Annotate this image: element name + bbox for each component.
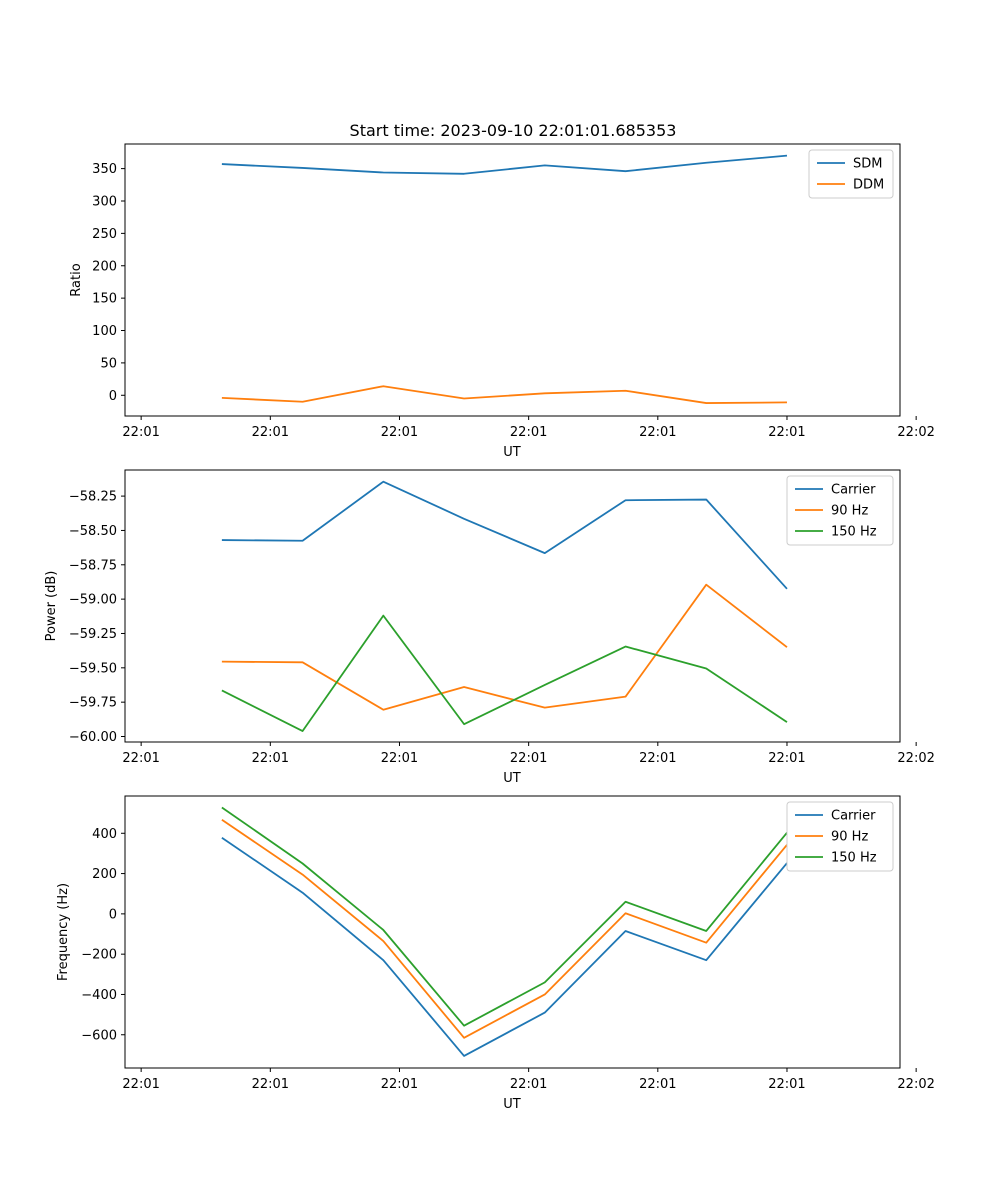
y-tick-label: 200: [92, 259, 117, 274]
y-tick-label: −58.25: [69, 490, 117, 505]
y-tick-label: −200: [81, 948, 117, 963]
y-tick-label: −58.75: [69, 558, 117, 573]
legend-label: 90 Hz: [831, 830, 868, 845]
legend-box: [808, 149, 894, 199]
axes-frame: [124, 795, 901, 1069]
legend-label: SDM: [853, 157, 882, 172]
x-axis-label: UT: [503, 771, 521, 786]
y-tick-label: −58.50: [69, 524, 117, 539]
legend-label: 150 Hz: [831, 525, 877, 540]
x-tick-label: 22:02: [897, 751, 934, 766]
y-tick-label: 0: [109, 389, 117, 404]
y-tick-label: 300: [92, 194, 117, 209]
frequency-panel: UT Frequency (Hz) 22:01 22:01 22:01 22:01 22…: [56, 795, 935, 1112]
x-tick-label: 22:01: [639, 751, 676, 766]
y-axis-label: Frequency (Hz): [56, 883, 71, 981]
legend-box: [786, 801, 894, 872]
y-tick-label: −60.00: [69, 730, 117, 745]
x-tick-label: 22:01: [510, 1077, 547, 1092]
y-tick-label: −400: [81, 988, 117, 1003]
x-tick-label: 22:01: [381, 751, 418, 766]
y-tick-label: 350: [92, 162, 117, 177]
x-tick-label: 22:01: [122, 751, 159, 766]
legend-label: Carrier: [831, 809, 876, 824]
x-axis-label: UT: [503, 1097, 521, 1112]
series-line-ddm: [221, 385, 787, 404]
y-tick-label: 50: [100, 356, 117, 371]
x-tick-label: 22:01: [639, 425, 676, 440]
y-tick-label: −59.00: [69, 593, 117, 608]
legend: SDM DDM: [808, 149, 894, 199]
y-tick-label: −600: [81, 1028, 117, 1043]
x-tick-label: 22:02: [897, 1077, 934, 1092]
y-tick-label: 400: [92, 827, 117, 842]
series-line-sdm: [221, 154, 788, 175]
x-tick-label: 22:01: [510, 751, 547, 766]
x-tick-label: 22:01: [122, 425, 159, 440]
power-panel: UT Power (dB) 22:01 22:01 22:01 22:01 22:01 2…: [44, 469, 935, 786]
x-tick-label: 22:01: [381, 1077, 418, 1092]
legend: Carrier 90 Hz 150 Hz: [786, 801, 894, 872]
x-tick-label: 22:01: [768, 1077, 805, 1092]
x-axis-label: UT: [503, 445, 521, 460]
x-tick-label: 22:01: [252, 425, 289, 440]
legend-label: DDM: [853, 178, 884, 193]
y-tick-label: −59.50: [69, 661, 117, 676]
x-tick-label: 22:01: [768, 425, 805, 440]
y-tick-label: 100: [92, 324, 117, 339]
x-tick-label: 22:01: [381, 425, 418, 440]
legend-box: [786, 475, 894, 546]
legend: Carrier 90 Hz 150 Hz: [786, 475, 894, 546]
x-tick-label: 22:01: [510, 425, 547, 440]
ratio-panel: Start time: 2023-09-10 22:01:01.685353 U…: [69, 121, 935, 460]
y-tick-label: 0: [109, 907, 117, 922]
x-tick-label: 22:02: [897, 425, 934, 440]
y-tick-label: −59.25: [69, 627, 117, 642]
y-tick-label: 250: [92, 227, 117, 242]
frequency-plot-area: 22:01 22:01 22:01 22:01 22:01 22:01 22:02 −600 −…: [81, 795, 935, 1092]
y-axis-label: Ratio: [69, 263, 84, 296]
series-line-150-hz: [221, 614, 788, 732]
x-tick-label: 22:01: [252, 1077, 289, 1092]
x-tick-label: 22:01: [252, 751, 289, 766]
legend-label: Carrier: [831, 483, 876, 498]
series-line-90-hz: [221, 819, 788, 1039]
legend-label: 90 Hz: [831, 504, 868, 519]
x-tick-label: 22:01: [122, 1077, 159, 1092]
y-tick-label: −59.75: [69, 696, 117, 711]
y-axis-label: Power (dB): [44, 571, 59, 642]
x-tick-label: 22:01: [639, 1077, 676, 1092]
legend-label: 150 Hz: [831, 851, 877, 866]
series-line-150-hz: [221, 806, 788, 1027]
axes-frame: [124, 143, 901, 417]
series-line-carrier: [221, 836, 788, 1057]
power-plot-area: 22:01 22:01 22:01 22:01 22:01 22:01 22:02 −60.0…: [69, 469, 935, 766]
chart-title: Start time: 2023-09-10 22:01:01.685353: [350, 121, 677, 140]
x-tick-label: 22:01: [768, 751, 805, 766]
series-line-90-hz: [221, 583, 788, 711]
y-tick-label: 200: [92, 867, 117, 882]
axes-frame: [124, 469, 901, 743]
y-tick-label: 150: [92, 292, 117, 307]
series-line-carrier: [221, 480, 788, 590]
ratio-plot-area: 22:01 22:01 22:01 22:01 22:01 22:01 22:02 0 50 10…: [92, 143, 935, 440]
